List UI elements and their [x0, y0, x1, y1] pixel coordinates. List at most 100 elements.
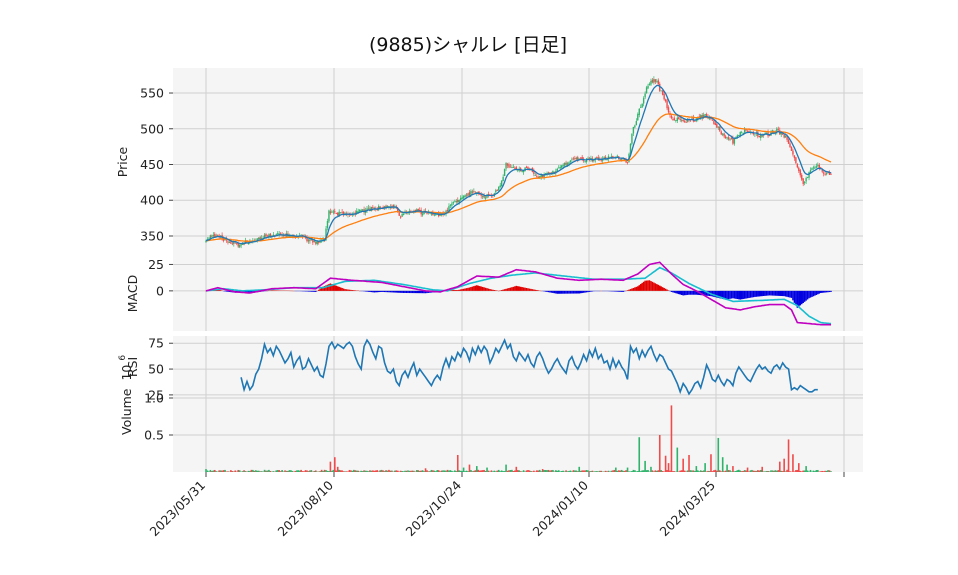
- macd-hist-bar: [271, 290, 273, 291]
- volume-bar: [335, 470, 338, 472]
- volume-bar: [636, 471, 639, 472]
- macd-hist-bar: [751, 290, 753, 298]
- volume-bar: [796, 469, 799, 472]
- candle-body: [781, 133, 784, 135]
- candle-body: [637, 114, 639, 121]
- volume-bar: [452, 471, 455, 472]
- macd-hist-bar: [670, 290, 673, 292]
- volume-bar: [304, 470, 307, 472]
- candle-body: [821, 170, 823, 172]
- macd-hist-bar: [678, 290, 680, 295]
- macd-hist-bar: [304, 290, 307, 292]
- volume-bar: [396, 470, 399, 472]
- volume-bar: [268, 469, 270, 472]
- candle-body: [716, 124, 718, 128]
- macd-hist-bar: [719, 290, 721, 299]
- macd-hist-bar: [405, 290, 408, 294]
- volume-bar: [377, 471, 380, 472]
- macd-hist-bar: [366, 290, 368, 292]
- candle-body: [392, 205, 395, 208]
- candle-body: [227, 241, 229, 243]
- candle-body: [702, 114, 705, 118]
- volume-bar: [544, 470, 547, 472]
- volume-bar: [623, 470, 626, 472]
- macd-hist-bar: [733, 290, 736, 299]
- candle-body: [410, 210, 412, 212]
- macd-hist-bar: [481, 286, 484, 291]
- candle-body: [809, 170, 812, 173]
- candle-body: [269, 233, 272, 238]
- candle-body: [640, 107, 642, 109]
- volume-bar: [379, 470, 381, 472]
- volume-bar: [654, 470, 657, 472]
- macd-hist-bar: [727, 290, 730, 300]
- macd-hist-bar: [347, 289, 349, 291]
- candle-body: [325, 228, 327, 241]
- candle-body: [673, 118, 676, 121]
- macd-hist-bar: [483, 287, 485, 291]
- macd-hist-bar: [500, 290, 503, 291]
- volume-bar: [535, 470, 538, 472]
- candle-body: [780, 132, 782, 135]
- volume-multiplier-exp: 6: [118, 355, 128, 361]
- volume-bar: [285, 470, 288, 472]
- candle-body: [623, 159, 626, 161]
- macd-hist-bar: [461, 289, 463, 291]
- candle-body: [768, 135, 771, 136]
- macd-hist-bar: [765, 290, 768, 296]
- candle-body: [808, 172, 810, 178]
- candle-body: [664, 99, 667, 102]
- candle-body: [318, 241, 320, 243]
- candle-body: [799, 170, 801, 176]
- candle-body: [661, 90, 664, 95]
- volume-bar: [560, 471, 563, 472]
- volume-bar: [714, 469, 717, 472]
- volume-bar: [726, 464, 728, 472]
- volume-bar: [686, 470, 689, 472]
- volume-bar: [481, 470, 484, 472]
- macd-hist-bar: [399, 290, 402, 293]
- volume-bar: [552, 469, 554, 472]
- candle-body: [331, 211, 333, 213]
- macd-hist-bar: [455, 290, 458, 291]
- candle-body: [575, 157, 578, 160]
- macd-hist-bar: [814, 290, 816, 296]
- macd-hist-bar: [420, 290, 422, 294]
- candle-body: [357, 211, 359, 213]
- volume-bar: [805, 466, 807, 472]
- volume-bar: [757, 470, 759, 472]
- volume-bar: [531, 471, 534, 472]
- candle-body: [806, 177, 809, 179]
- macd-hist-bar: [351, 290, 354, 291]
- volume-bar: [326, 470, 329, 472]
- volume-bar: [784, 471, 787, 472]
- candle-body: [547, 172, 550, 174]
- volume-bar: [328, 471, 330, 472]
- macd-hist-bar: [694, 290, 696, 295]
- macd-hist-bar: [373, 290, 376, 293]
- candle-body: [361, 209, 364, 211]
- volume-bar: [707, 470, 709, 472]
- macd-hist-bar: [339, 287, 342, 291]
- volume-bar: [822, 471, 825, 472]
- macd-hist-bar: [515, 285, 518, 291]
- volume-bar: [493, 470, 496, 472]
- macd-hist-bar: [486, 288, 488, 291]
- macd-hist-bar: [774, 290, 777, 296]
- volume-bar: [230, 470, 232, 472]
- volume-bar: [430, 469, 433, 472]
- macd-hist-bar: [505, 288, 507, 291]
- macd-hist-bar: [634, 287, 636, 291]
- rsi-tick-label-0: 25: [148, 387, 164, 402]
- rsi-panel: 25 50 75 RSI: [125, 336, 863, 402]
- macd-hist-bar: [379, 290, 381, 293]
- candle-body: [562, 165, 564, 167]
- volume-bar: [435, 471, 437, 472]
- candle-body: [259, 237, 261, 240]
- chart-title: (9885)シャルレ [日足]: [369, 34, 567, 56]
- macd-hist-bar: [724, 290, 727, 300]
- volume-bar: [471, 471, 474, 472]
- macd-hist-bar: [613, 290, 616, 292]
- macd-hist-bar: [675, 290, 677, 294]
- volume-bar: [616, 470, 619, 472]
